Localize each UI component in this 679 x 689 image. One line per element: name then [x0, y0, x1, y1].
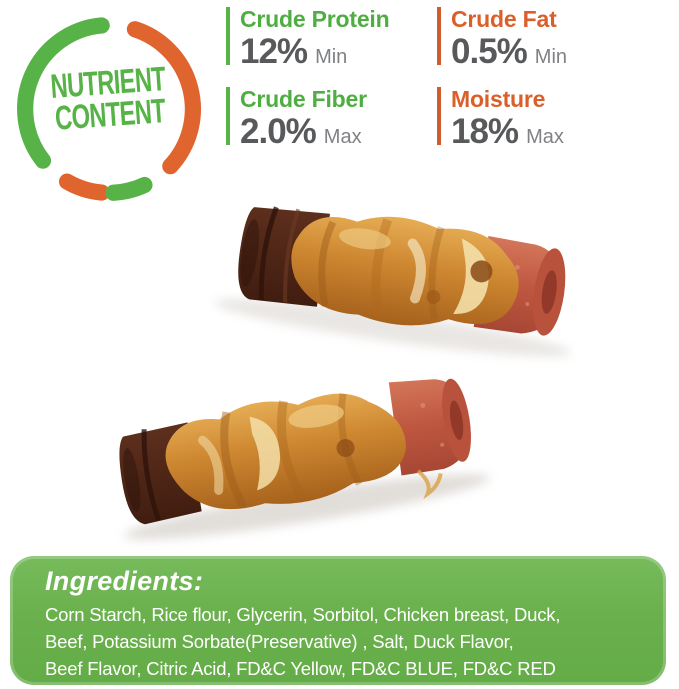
- red-roll-core: [541, 270, 557, 314]
- nutrient-label: Crude Protein: [240, 6, 390, 32]
- nutrient-label: Crude Fat: [451, 6, 557, 32]
- nutrient-cell-moisture: Moisture 18% Max: [437, 86, 679, 149]
- treat-top: [214, 206, 572, 357]
- treats-illustration: [119, 206, 572, 540]
- wrap-seam: [277, 400, 307, 502]
- ingredients-panel: Ingredients: Corn Starch, Rice flour, Gl…: [10, 556, 666, 685]
- badge-arc-green-dash: [105, 176, 153, 201]
- brown-spot: [470, 260, 493, 283]
- nutrient-label: Crude Fiber: [240, 86, 367, 112]
- ingredients-line-1: Corn Starch, Rice flour, Glycerin, Sorbi…: [45, 604, 561, 625]
- nutrient-label: Moisture: [451, 86, 546, 112]
- brown-roll-line: [141, 429, 161, 521]
- brown-roll-core: [240, 219, 259, 287]
- badge-ring: [17, 17, 201, 201]
- brown-roll-core: [123, 448, 141, 512]
- nutrient-qualifier: Min: [534, 46, 568, 69]
- wrap-seam: [337, 393, 363, 486]
- badge-arc-orange-main: [126, 21, 201, 175]
- chicken-highlight: [453, 238, 489, 314]
- nutrient-value-row: 2.0% Max: [240, 114, 437, 149]
- nutrient-qualifier: Max: [323, 126, 362, 149]
- treat-shadow: [124, 474, 490, 540]
- badge-title-line2: CONTENT: [53, 91, 167, 138]
- nutrient-qualifier: Min: [315, 46, 348, 69]
- treat-bottom: [119, 378, 490, 540]
- wrap-seam: [220, 411, 247, 509]
- nutrient-value-row: 0.5% Min: [451, 34, 679, 69]
- brown-spot: [426, 289, 441, 304]
- speckle: [514, 264, 520, 270]
- chicken-highlight: [339, 228, 391, 250]
- ingredients-line-2: Beef, Potassium Sorbate(Preservative) , …: [45, 631, 514, 652]
- nutrient-qualifier: Max: [526, 126, 564, 149]
- chicken-wrap: [165, 393, 407, 510]
- red-roll-core: [449, 400, 464, 441]
- treat-shadow: [214, 298, 572, 357]
- chicken-highlight: [249, 416, 281, 491]
- brown-roll-line: [283, 208, 301, 303]
- speckle: [525, 302, 530, 307]
- nutrient-value-row: 12% Min: [240, 34, 437, 69]
- speckle: [420, 402, 426, 408]
- ingredients-line-3: Beef Flavor, Citric Acid, FD&C Yellow, F…: [45, 658, 556, 679]
- nutrient-cell-crude-fat: Crude Fat 0.5% Min: [437, 6, 679, 69]
- chicken-highlight: [198, 435, 224, 495]
- badge-title: NUTRIENT CONTENT: [35, 60, 183, 138]
- chicken-highlight: [407, 238, 426, 304]
- speckle: [440, 442, 445, 447]
- chicken-highlight: [288, 404, 344, 428]
- nutrient-grid: Crude Protein 12% Min Crude Fat 0.5% Min…: [226, 7, 679, 167]
- chicken-shred: [416, 469, 443, 500]
- brown-roll-line: [258, 206, 279, 301]
- nutrient-value-row: 18% Max: [451, 114, 679, 149]
- product-photo: [55, 183, 620, 551]
- ingredients-heading: Ingredients:: [45, 566, 204, 596]
- wrap-seam: [371, 218, 392, 319]
- nutrient-value: 0.5%: [451, 32, 528, 72]
- wrap-seam: [428, 226, 445, 320]
- brown-spot: [336, 438, 355, 457]
- nutrient-value: 18%: [451, 112, 519, 152]
- badge-arc-orange-dash: [58, 173, 110, 201]
- nutrient-cell-crude-fiber: Crude Fiber 2.0% Max: [226, 86, 437, 149]
- badge-arc-green-main: [17, 17, 110, 169]
- nutrient-value: 12%: [240, 32, 308, 72]
- nutrient-value: 2.0%: [240, 112, 317, 152]
- nutrient-cell-crude-protein: Crude Protein 12% Min: [226, 6, 437, 69]
- nutrient-content-badge: NUTRIENT CONTENT: [6, 8, 212, 210]
- wrap-seam: [318, 220, 337, 307]
